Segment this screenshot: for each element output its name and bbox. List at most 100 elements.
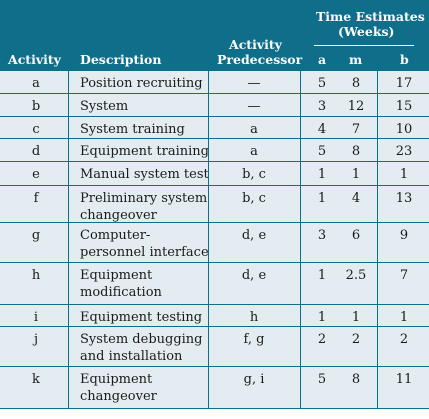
estimate-a-cell: 5	[317, 372, 327, 387]
activity-cell: j	[33, 332, 39, 347]
predecessor-cell: —	[247, 99, 261, 114]
predecessor-cell: d, e	[241, 268, 267, 283]
column-divider	[377, 263, 378, 305]
estimate-b-cell: 2	[399, 332, 409, 347]
description-cell: Equipment changeover	[80, 372, 157, 404]
column-divider	[208, 327, 209, 367]
description-cell: System training	[80, 122, 185, 137]
activity-cell: a	[32, 76, 40, 91]
description-cell: Computer-personnel interface	[80, 228, 209, 260]
table-row: h Equipment modification d, e 1 2.5 7	[0, 263, 429, 305]
estimate-m-cell: 2	[351, 332, 361, 347]
description-cell: Equipment training	[80, 144, 209, 159]
column-divider	[377, 327, 378, 367]
estimate-b-cell: 7	[399, 268, 409, 283]
column-divider	[68, 263, 69, 305]
column-divider	[68, 117, 69, 139]
column-divider	[377, 367, 378, 409]
predecessor-cell: b, c	[242, 191, 266, 206]
estimate-b-cell: 17	[395, 76, 413, 91]
estimate-m-cell: 7	[351, 122, 361, 137]
column-divider	[68, 223, 69, 263]
estimate-m-cell: 2.5	[345, 268, 367, 283]
column-divider	[300, 139, 301, 162]
column-divider	[208, 305, 209, 327]
description-cell: Preliminary system changeover	[80, 191, 208, 223]
estimate-b-cell: 9	[399, 228, 409, 243]
column-divider	[300, 367, 301, 409]
row-divider	[0, 93, 429, 94]
predecessor-cell: a	[250, 144, 258, 159]
column-divider	[300, 94, 301, 117]
predecessor-heading-line2: Predecessor	[217, 52, 303, 67]
activity-cell: c	[32, 122, 40, 137]
row-divider	[0, 326, 429, 327]
activity-cell: k	[32, 372, 40, 387]
column-divider	[300, 263, 301, 305]
column-divider	[377, 186, 378, 223]
column-divider	[208, 117, 209, 139]
time-estimates-heading: Time Estimates	[316, 9, 425, 24]
column-divider	[208, 139, 209, 162]
estimate-b-cell: 23	[395, 144, 413, 159]
column-divider	[68, 139, 69, 162]
column-divider	[300, 327, 301, 367]
description-heading: Description	[80, 52, 162, 67]
table-row: k Equipment changeover g, i 5 8 11	[0, 367, 429, 409]
estimate-a-cell: 1	[317, 268, 327, 283]
row-divider	[0, 366, 429, 367]
column-divider	[377, 305, 378, 327]
row-divider	[0, 185, 429, 186]
column-divider	[68, 327, 69, 367]
predecessor-cell: f, g	[243, 332, 265, 347]
table-row: g Computer-personnel interface d, e 3 6 9	[0, 223, 429, 263]
column-divider	[208, 263, 209, 305]
activity-cell: d	[31, 144, 41, 159]
column-divider	[300, 223, 301, 263]
description-cell: Equipment testing	[80, 310, 203, 325]
column-divider	[68, 71, 69, 94]
column-divider	[68, 186, 69, 223]
estimate-m-cell: 1	[351, 310, 361, 325]
estimate-a-cell: 1	[317, 310, 327, 325]
column-divider	[377, 223, 378, 263]
estimate-a-cell: 3	[317, 99, 327, 114]
column-divider	[208, 94, 209, 117]
activity-cell: i	[33, 310, 39, 325]
table-row: i Equipment testing h 1 1 1	[0, 305, 429, 327]
predecessor-heading-line1: Activity	[229, 37, 282, 52]
estimate-a-cell: 4	[317, 122, 327, 137]
weeks-heading: (Weeks)	[338, 24, 395, 39]
estimate-b-cell: 10	[395, 122, 413, 137]
column-divider	[68, 305, 69, 327]
column-divider	[377, 139, 378, 162]
column-divider	[300, 305, 301, 327]
description-cell: Manual system test	[80, 167, 209, 182]
activity-cell: b	[31, 99, 41, 114]
table-header: Time Estimates (Weeks) Activity Descript…	[0, 0, 429, 71]
estimate-a-cell: 5	[317, 144, 327, 159]
column-divider	[208, 186, 209, 223]
estimate-m-cell: 4	[351, 191, 361, 206]
predecessor-cell: g, i	[243, 372, 265, 387]
activity-heading: Activity	[8, 52, 61, 67]
col-a-heading: a	[318, 52, 327, 67]
col-m-heading: m	[349, 52, 363, 67]
estimate-a-cell: 2	[317, 332, 327, 347]
estimate-m-cell: 12	[347, 99, 365, 114]
estimate-m-cell: 6	[351, 228, 361, 243]
column-divider	[300, 71, 301, 94]
estimate-a-cell: 5	[317, 76, 327, 91]
column-divider	[377, 71, 378, 94]
activity-cell: g	[31, 228, 41, 243]
row-divider	[0, 138, 429, 139]
activity-cell: f	[33, 191, 39, 206]
column-divider	[300, 117, 301, 139]
row-divider	[0, 116, 429, 117]
estimate-m-cell: 1	[351, 167, 361, 182]
column-divider	[208, 71, 209, 94]
column-divider	[208, 162, 209, 186]
col-b-heading: b	[400, 52, 409, 67]
column-divider	[68, 162, 69, 186]
